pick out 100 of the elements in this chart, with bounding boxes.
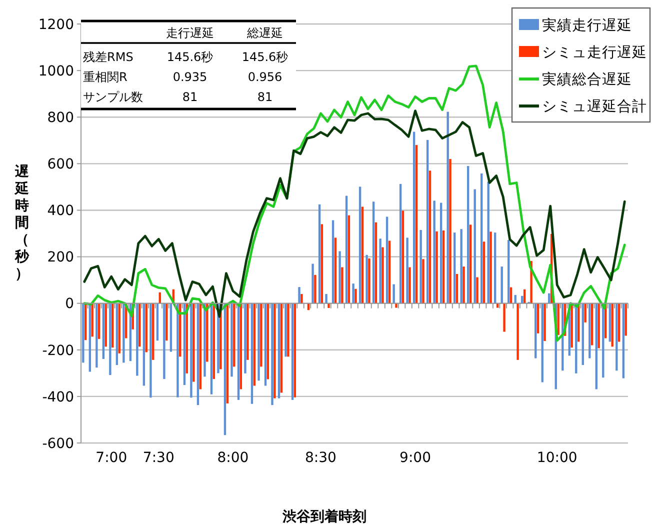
- bar: [372, 202, 375, 304]
- bar: [253, 303, 256, 386]
- bar: [584, 303, 586, 322]
- y-tick-label: 400: [47, 203, 74, 220]
- bar: [433, 200, 436, 304]
- bar: [163, 303, 166, 379]
- bar: [96, 303, 98, 368]
- annotation: 走行遅延: [166, 26, 214, 40]
- bar: [118, 303, 120, 354]
- bar: [328, 303, 330, 308]
- bar: [368, 258, 370, 304]
- x-axis-title: 渋谷到着時刻: [282, 508, 366, 525]
- bar: [366, 254, 368, 304]
- bar: [534, 303, 537, 358]
- bar: [487, 182, 490, 304]
- bar: [482, 242, 486, 304]
- bar: [440, 202, 442, 304]
- y-axis-title: 遅延時間（秒）: [14, 164, 30, 282]
- annotation: 0.935: [172, 70, 208, 84]
- x-tick-label: 7:00: [96, 450, 128, 466]
- y-tick-label: -400: [42, 389, 74, 406]
- bar: [271, 303, 274, 406]
- bar: [192, 303, 195, 382]
- bar: [382, 247, 384, 304]
- annotation: 145.6秒: [166, 50, 214, 64]
- bar: [446, 112, 449, 304]
- bar: [345, 196, 348, 304]
- bar: [246, 303, 249, 360]
- bar: [166, 303, 168, 341]
- bar: [622, 303, 624, 378]
- bar: [136, 303, 138, 376]
- bar: [352, 284, 354, 304]
- bar: [541, 303, 544, 382]
- bar: [449, 159, 452, 304]
- bar: [469, 224, 472, 304]
- bar: [233, 303, 236, 367]
- annotation: サンプル数: [83, 90, 143, 104]
- bar: [314, 274, 316, 304]
- annotation: 81: [257, 90, 273, 104]
- bar: [116, 303, 118, 366]
- bar: [170, 303, 172, 352]
- bar: [426, 140, 429, 304]
- legend-label: シミュ遅延合計: [542, 98, 647, 116]
- bar: [266, 303, 270, 380]
- bar: [334, 238, 337, 304]
- bar: [595, 303, 598, 390]
- legend-label: 実績走行遅延: [542, 17, 632, 34]
- bar: [230, 303, 233, 377]
- bar: [332, 220, 334, 304]
- bar: [176, 303, 179, 398]
- bar: [494, 232, 496, 304]
- bar: [466, 166, 470, 304]
- bar: [196, 303, 200, 406]
- annotation: 重相関R: [83, 70, 128, 84]
- annotation: 0.956: [248, 70, 282, 84]
- bar: [122, 303, 125, 363]
- bar: [204, 303, 206, 377]
- x-tick-label: 10:00: [536, 450, 578, 466]
- y-tick-label: 800: [47, 110, 74, 126]
- annotation: 81: [182, 90, 198, 104]
- bar: [250, 303, 254, 404]
- legend-label: シミュ走行遅延: [542, 44, 647, 62]
- bar: [588, 303, 591, 358]
- bar: [354, 288, 357, 304]
- bar: [399, 184, 402, 304]
- bar: [358, 186, 362, 304]
- bar: [109, 303, 112, 376]
- x-tick-label: 7:30: [142, 450, 174, 466]
- y-tick-label: 1200: [38, 16, 74, 33]
- bar: [544, 303, 546, 342]
- y-tick-label: 1000: [38, 63, 74, 80]
- bar: [325, 294, 328, 304]
- bar: [260, 303, 262, 367]
- bar: [98, 303, 100, 339]
- y-tick-label: 0: [65, 296, 74, 312]
- bar: [379, 238, 382, 304]
- bar: [557, 303, 560, 335]
- bar: [616, 303, 618, 371]
- bar: [298, 287, 300, 304]
- bar: [190, 303, 192, 398]
- bar: [150, 303, 152, 398]
- bar: [244, 303, 246, 374]
- bar: [415, 145, 418, 304]
- bar: [422, 259, 424, 304]
- bar: [598, 303, 600, 348]
- bar: [341, 267, 344, 304]
- bar: [500, 266, 503, 304]
- x-tick-label: 9:00: [400, 450, 432, 466]
- bar: [199, 303, 202, 390]
- bar: [388, 240, 391, 304]
- y-tick-label: -600: [42, 436, 74, 452]
- bar: [374, 222, 378, 304]
- bar: [420, 230, 422, 304]
- bar: [611, 303, 614, 347]
- bar: [490, 232, 492, 304]
- bar: [476, 277, 478, 304]
- bar: [278, 303, 280, 398]
- bar: [462, 266, 465, 304]
- bar: [480, 173, 483, 304]
- bar: [453, 232, 456, 304]
